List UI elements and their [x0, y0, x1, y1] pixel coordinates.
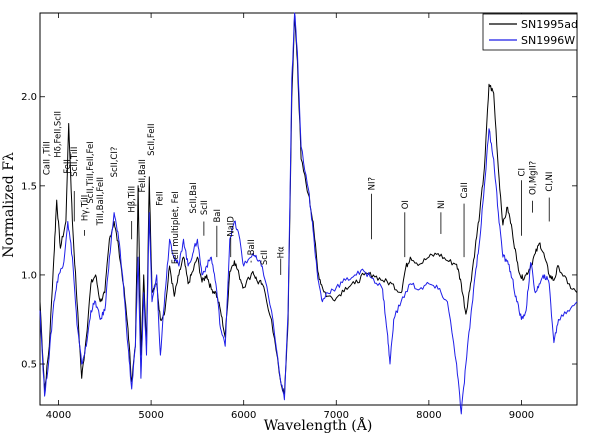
annotation-label: BaII — [247, 239, 257, 255]
x-tick-label: 9000 — [509, 410, 534, 421]
annotation-label: Hδ,FeII,ScII — [54, 111, 64, 158]
annotation-layer: CaII ,TiIIHδ,FeII,ScIIFeIIScII,TiIIHγ,Ti… — [42, 111, 555, 275]
annotation-label: ScII,TiII — [70, 147, 80, 177]
annotation-label: ScII,FeII — [147, 123, 157, 155]
annotation-label: ScII,CI? — [110, 147, 120, 178]
y-tick-label: 0.5 — [21, 360, 37, 371]
annotation-label: NI? — [367, 177, 377, 190]
annotation-label: Hβ,TiII — [128, 186, 138, 213]
y-tick-label: 2.0 — [21, 92, 37, 103]
annotation-label: ScII,TiII,FeII,FeI — [86, 141, 96, 203]
annotation-label: OI,MgII? — [529, 161, 539, 195]
x-tick-label: 4000 — [46, 410, 71, 421]
annotation-label: CI,NI — [545, 172, 555, 192]
plot-area — [39, 12, 578, 406]
series-layer — [39, 12, 578, 415]
annotation-label: OI — [401, 200, 411, 209]
annotation-label: CaII ,TiII — [42, 141, 52, 175]
series-line-sn1996w — [39, 12, 578, 415]
annotation-label: FeII multiplet, FeI — [171, 191, 181, 264]
legend: SN1995ad SN1996W — [482, 13, 578, 51]
annotation-label: NI — [437, 200, 447, 209]
annotation-label: ScII — [260, 250, 270, 265]
y-tick-label: 1.0 — [21, 270, 37, 281]
annotation-label: CaII — [460, 182, 470, 198]
annotation-label: Hγ,TiII — [80, 195, 90, 221]
annotation-label: ScII,BaI — [189, 182, 199, 213]
annotation-label: ScII — [200, 200, 210, 215]
x-tick-label: 6000 — [231, 410, 256, 421]
y-axis-label: Normalized Fλ — [1, 152, 17, 258]
annotation-label: FeII — [63, 159, 73, 174]
legend-label-sn1996w: SN1996W — [521, 34, 575, 47]
legend-label-sn1995ad: SN1995ad — [521, 18, 578, 31]
tick-layer: 4000 5000 6000 7000 8000 9000 0.5 1.0 1.5 2.0 — [21, 13, 577, 421]
legend-box — [482, 13, 578, 51]
y-tick-label: 1.5 — [21, 181, 37, 192]
annotation-label: TiII,BaII,FeII — [96, 177, 106, 226]
annotation-label: NaID — [227, 216, 237, 237]
annotation-label: BaI — [213, 209, 223, 223]
x-axis-label: Wavelength (Å) — [264, 416, 373, 434]
annotation-label: Hα — [277, 246, 287, 258]
x-tick-label: 8000 — [416, 410, 441, 421]
series-line-sn1995ad — [39, 16, 578, 397]
annotation-label: CI — [517, 168, 527, 176]
annotation-label: FeII,BaII — [138, 159, 148, 192]
x-tick-label: 5000 — [138, 410, 163, 421]
x-tick-label: 7000 — [324, 410, 349, 421]
annotation-label: FeII — [155, 191, 165, 206]
